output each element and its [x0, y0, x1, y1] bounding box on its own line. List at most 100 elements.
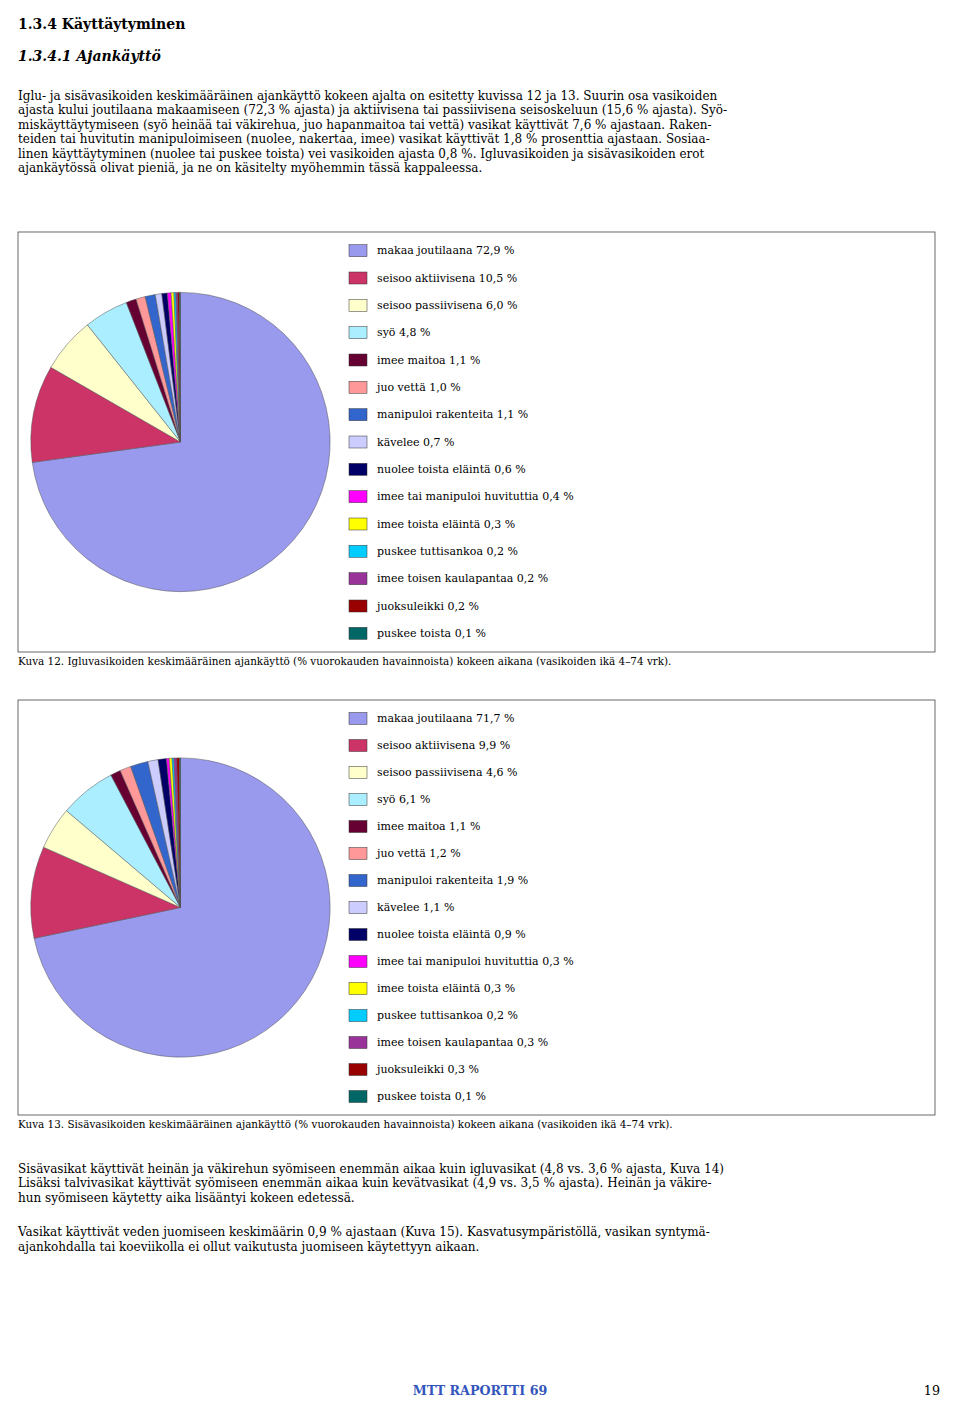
legend-swatch	[349, 983, 367, 995]
legend-label: imee toista eläintä 0,3 %	[377, 982, 515, 995]
body-text: teiden tai huvitutin manipuloimiseen (nu…	[18, 132, 710, 146]
legend-swatch	[349, 354, 367, 366]
legend-label: nuolee toista eläintä 0,6 %	[377, 463, 526, 476]
legend-label: puskee toista 0,1 %	[377, 627, 486, 640]
legend-swatch	[349, 956, 367, 968]
legend-label: imee maitoa 1,1 %	[377, 820, 481, 833]
legend-swatch	[349, 713, 367, 725]
legend-swatch	[349, 518, 367, 530]
legend-swatch	[349, 1037, 367, 1049]
legend-swatch	[349, 794, 367, 806]
body-text: miskäyttäytymiseen (syö heinää tai väkir…	[18, 118, 712, 132]
pie-slice	[177, 758, 181, 908]
legend-swatch	[349, 463, 367, 475]
legend-swatch	[349, 929, 367, 941]
legend: makaa joutilaana 71,7 % seisoo aktiivisen…	[349, 712, 574, 1103]
legend-swatch	[349, 381, 367, 393]
legend-label: puskee tuttisankoa 0,2 %	[377, 1009, 518, 1022]
legend-swatch	[349, 1091, 367, 1103]
pie-slice	[174, 292, 181, 442]
legend-swatch	[349, 600, 367, 612]
legend-swatch	[349, 740, 367, 752]
legend-label: puskee toista 0,1 %	[377, 1090, 486, 1103]
legend-label: makaa joutilaana 72,9 %	[377, 244, 515, 257]
pie-slice	[179, 758, 181, 908]
slices	[31, 292, 330, 591]
body-text: ajankohdalla tai koeviikolla ei ollut va…	[18, 1240, 479, 1254]
legend-label: juoksuleikki 0,2 %	[375, 600, 479, 613]
legend-label: juo vettä 1,2 %	[375, 847, 461, 860]
legend-swatch	[349, 875, 367, 887]
pie-slice	[158, 759, 180, 908]
pie-chart: makaa joutilaana 71,7 % seisoo aktiivisen…	[18, 700, 935, 1115]
header: 1.3.4 Käyttäytyminen	[18, 16, 185, 32]
legend-label: syö 4,8 %	[377, 326, 430, 339]
legend-label: puskee tuttisankoa 0,2 %	[377, 545, 518, 558]
legend-swatch	[349, 245, 367, 257]
body-text: Vasikat käyttivät veden juomiseen keskim…	[17, 1225, 710, 1239]
legend-label: kävelee 0,7 %	[377, 436, 454, 449]
pie-slice	[179, 292, 181, 442]
legend-swatch	[349, 545, 367, 557]
legend-label: seisoo aktiivisena 9,9 %	[377, 739, 510, 752]
body-text: Lisäksi talvivasikat käyttivät syömiseen…	[18, 1176, 712, 1190]
legend-swatch	[349, 1064, 367, 1076]
legend-label: syö 6,1 %	[377, 793, 430, 806]
legend-swatch	[349, 1010, 367, 1022]
footer: MTT RAPORTTI 69	[413, 1383, 548, 1398]
legend-swatch	[349, 436, 367, 448]
pie-slice	[172, 758, 180, 907]
legend-label: seisoo passiivisena 4,6 %	[377, 766, 517, 779]
slices	[31, 758, 330, 1057]
chart-frame	[18, 700, 935, 1115]
background	[0, 0, 960, 1417]
chart-frame	[18, 232, 935, 652]
legend-label: imee tai manipuloi huvituttia 0,3 %	[377, 955, 574, 968]
legend-label: imee tai manipuloi huvituttia 0,4 %	[377, 490, 574, 503]
legend-label: juo vettä 1,0 %	[375, 381, 461, 394]
legend-label: manipuloi rakenteita 1,9 %	[377, 874, 528, 887]
page: 1.3.4 Käyttäytyminen 1.3.4.1 Ajankäyttö Ig…	[0, 0, 960, 1417]
legend-swatch	[349, 821, 367, 833]
legend-label: kävelee 1,1 %	[377, 901, 454, 914]
body-text: Iglu- ja sisävasikoiden keskimääräinen a…	[18, 89, 717, 103]
pie-slice	[174, 758, 181, 908]
legend-swatch	[349, 627, 367, 639]
body-text: linen käyttäytyminen (nuolee tai puskee …	[18, 147, 705, 161]
legend-swatch	[349, 299, 367, 311]
legend: makaa joutilaana 72,9 % seisoo aktiivisen…	[349, 244, 574, 640]
legend-label: imee toisen kaulapantaa 0,2 %	[377, 572, 548, 585]
legend-label: juoksuleikki 0,3 %	[375, 1063, 479, 1076]
pie-slice	[167, 293, 180, 442]
caption: Kuva 12. Igluvasikoiden keskimääräinen a…	[18, 655, 671, 667]
legend-label: manipuloi rakenteita 1,1 %	[377, 408, 528, 421]
legend-label: imee toista eläintä 0,3 %	[377, 518, 515, 531]
body-text: hun syömiseen käytetty aika lisääntyi ko…	[18, 1191, 355, 1205]
pie-slice	[166, 758, 180, 907]
body-text: ajasta kului joutilaana makaamiseen (72,…	[18, 103, 727, 117]
legend-label: seisoo aktiivisena 10,5 %	[377, 272, 517, 285]
subheader: 1.3.4.1 Ajankäyttö	[18, 48, 161, 64]
pie-chart: makaa joutilaana 72,9 % seisoo aktiivisen…	[18, 232, 935, 652]
legend-label: seisoo passiivisena 6,0 %	[377, 299, 517, 312]
body-text: ajankäytössä olivat pieniä, ja ne on käs…	[18, 161, 482, 175]
legend-label: nuolee toista eläintä 0,9 %	[377, 928, 526, 941]
legend-swatch	[349, 491, 367, 503]
pie-slice	[169, 758, 180, 907]
page-number: 19	[924, 1383, 940, 1398]
body-text: Sisävasikat käyttivät heinän ja väkirehu…	[18, 1162, 724, 1176]
legend-swatch	[349, 409, 367, 421]
legend-swatch	[349, 573, 367, 585]
legend-label: makaa joutilaana 71,7 %	[377, 712, 515, 725]
legend-swatch	[349, 848, 367, 860]
pie-slice	[162, 293, 181, 442]
legend-swatch	[349, 272, 367, 284]
pie-slice	[178, 292, 181, 442]
legend-label: imee maitoa 1,1 %	[377, 354, 481, 367]
legend-swatch	[349, 902, 367, 914]
legend-label: imee toisen kaulapantaa 0,3 %	[377, 1036, 548, 1049]
pie-slice	[176, 292, 181, 442]
pie-slice	[171, 293, 180, 442]
caption: Kuva 13. Sisävasikoiden keskimääräinen a…	[18, 1118, 673, 1130]
legend-swatch	[349, 327, 367, 339]
